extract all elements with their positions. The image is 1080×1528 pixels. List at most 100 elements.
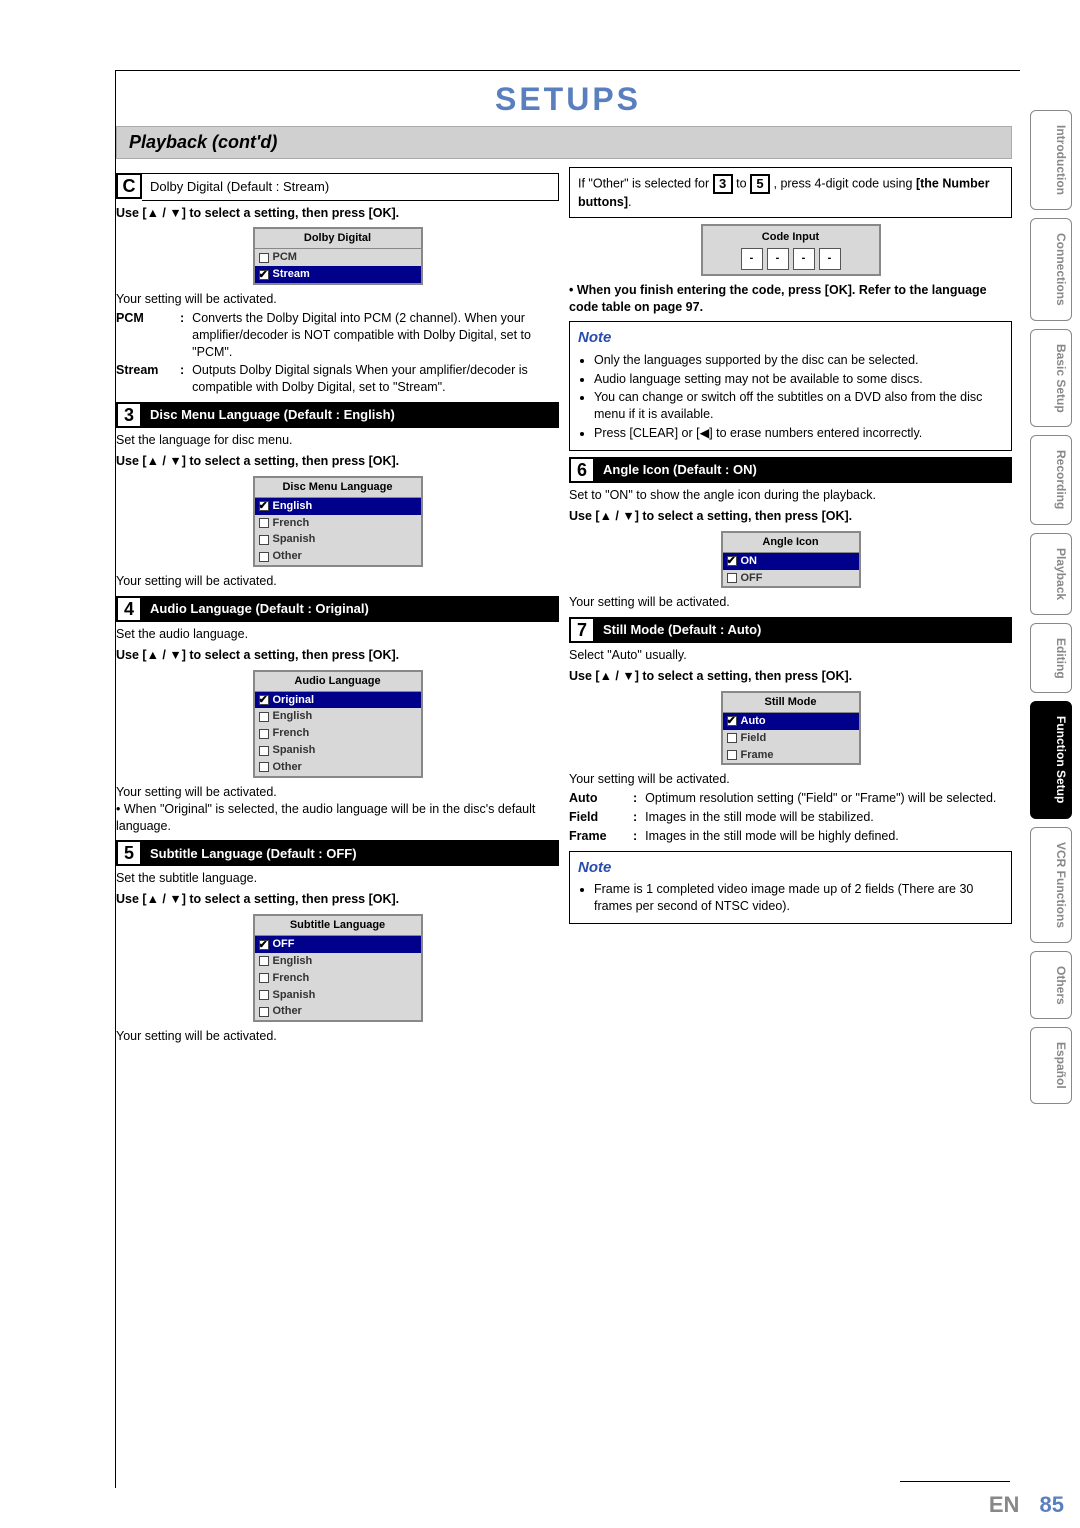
- tab-introduction[interactable]: Introduction: [1030, 110, 1072, 210]
- other-text-c: , press 4-digit code using: [774, 176, 916, 190]
- code-cell-2[interactable]: -: [767, 248, 789, 270]
- def-auto-term: Auto: [569, 790, 625, 807]
- code-cell-3[interactable]: -: [793, 248, 815, 270]
- footer-line: [900, 1481, 1010, 1482]
- note-2-list: Frame is 1 completed video image made up…: [578, 881, 1003, 915]
- angle-off-label: OFF: [741, 571, 763, 586]
- step-5-row: 5 Subtitle Language (Default : OFF): [116, 840, 559, 866]
- discmenu-menu: Disc Menu Language English French Spanis…: [253, 476, 423, 567]
- still-auto-label: Auto: [741, 714, 766, 729]
- audiolang-original-label: Original: [273, 693, 315, 708]
- still-frame[interactable]: Frame: [723, 747, 859, 764]
- tab-vcr-functions[interactable]: VCR Functions: [1030, 827, 1072, 943]
- step-4-bullet-text: When "Original" is selected, the audio l…: [116, 802, 535, 833]
- audiolang-english[interactable]: English: [255, 708, 421, 725]
- step-3-instruction: Use [▲ / ▼] to select a setting, then pr…: [116, 453, 559, 470]
- footer-page: 85: [1040, 1492, 1064, 1517]
- step-6-lead: Set to "ON" to show the angle icon durin…: [569, 487, 1012, 504]
- discmenu-english[interactable]: English: [255, 498, 421, 515]
- tab-recording[interactable]: Recording: [1030, 435, 1072, 524]
- step-3-box: 3: [116, 402, 142, 428]
- still-field-label: Field: [741, 731, 767, 746]
- still-field[interactable]: Field: [723, 730, 859, 747]
- inline-box-5: 5: [750, 174, 770, 194]
- finish-text: • When you finish entering the code, pre…: [569, 282, 1012, 316]
- page-frame: SETUPS Playback (cont'd) C Dolby Digital…: [115, 70, 1020, 1488]
- tab-connections[interactable]: Connections: [1030, 218, 1072, 321]
- page-title: SETUPS: [116, 81, 1020, 118]
- discmenu-spanish[interactable]: Spanish: [255, 531, 421, 548]
- note-box-2: Note Frame is 1 completed video image ma…: [569, 851, 1012, 924]
- angle-off[interactable]: OFF: [723, 570, 859, 587]
- def-pcm: PCM:Converts the Dolby Digital into PCM …: [116, 310, 559, 361]
- step-4-bullet: • When "Original" is selected, the audio…: [116, 801, 559, 835]
- discmenu-other-label: Other: [273, 549, 302, 564]
- tab-editing[interactable]: Editing: [1030, 623, 1072, 694]
- audiolang-french[interactable]: French: [255, 725, 421, 742]
- tab-playback[interactable]: Playback: [1030, 533, 1072, 615]
- step-7-activated: Your setting will be activated.: [569, 771, 1012, 788]
- note-1-item-4: Press [CLEAR] or [◀] to erase numbers en…: [594, 425, 1003, 442]
- step-4-box: 4: [116, 596, 142, 622]
- note-box-1: Note Only the languages supported by the…: [569, 321, 1012, 451]
- tab-basic-setup[interactable]: Basic Setup: [1030, 329, 1072, 428]
- tab-others[interactable]: Others: [1030, 951, 1072, 1020]
- note-1-item-3: You can change or switch off the subtitl…: [594, 389, 1003, 423]
- step-7-instruction: Use [▲ / ▼] to select a setting, then pr…: [569, 668, 1012, 685]
- code-cells: - - - -: [707, 248, 875, 270]
- subtitle-other[interactable]: Other: [255, 1003, 421, 1020]
- audiolang-spanish-label: Spanish: [273, 743, 316, 758]
- audiolang-menu: Audio Language Original English French S…: [253, 670, 423, 778]
- angle-on-label: ON: [741, 554, 758, 569]
- def-frame: Frame:Images in the still mode will be h…: [569, 828, 1012, 845]
- step-c-activated: Your setting will be activated.: [116, 291, 559, 308]
- other-code-box: If "Other" is selected for 3 to 5 , pres…: [569, 167, 1012, 218]
- tab-espanol[interactable]: Español: [1030, 1027, 1072, 1104]
- step-4-activated: Your setting will be activated.: [116, 784, 559, 801]
- discmenu-other[interactable]: Other: [255, 548, 421, 565]
- dolby-item-stream[interactable]: Stream: [255, 266, 421, 283]
- side-tabs: Introduction Connections Basic Setup Rec…: [1030, 110, 1072, 1104]
- right-column: If "Other" is selected for 3 to 5 , pres…: [569, 167, 1012, 1045]
- subtitle-off[interactable]: OFF: [255, 936, 421, 953]
- step-4-label: Audio Language (Default : Original): [142, 596, 559, 622]
- dolby-menu: Dolby Digital PCM Stream: [253, 227, 423, 285]
- step-6-instruction: Use [▲ / ▼] to select a setting, then pr…: [569, 508, 1012, 525]
- subtitle-english[interactable]: English: [255, 953, 421, 970]
- audiolang-title: Audio Language: [255, 672, 421, 692]
- audiolang-other[interactable]: Other: [255, 759, 421, 776]
- footer-lang: EN: [989, 1492, 1020, 1517]
- discmenu-french-label: French: [273, 516, 310, 531]
- def-field: Field:Images in the still mode will be s…: [569, 809, 1012, 826]
- subtitle-spanish-label: Spanish: [273, 988, 316, 1003]
- step-c-box: C: [116, 173, 142, 199]
- code-cell-4[interactable]: -: [819, 248, 841, 270]
- subtitle-french[interactable]: French: [255, 970, 421, 987]
- content-columns: C Dolby Digital (Default : Stream) Use […: [116, 167, 1020, 1045]
- subtitle-other-label: Other: [273, 1004, 302, 1019]
- step-c-row: C Dolby Digital (Default : Stream): [116, 173, 559, 201]
- note-2-item-1: Frame is 1 completed video image made up…: [594, 881, 1003, 915]
- step-6-box: 6: [569, 457, 595, 483]
- code-input-title: Code Input: [707, 230, 875, 245]
- step-3-lead: Set the language for disc menu.: [116, 432, 559, 449]
- still-title: Still Mode: [723, 693, 859, 713]
- code-cell-1[interactable]: -: [741, 248, 763, 270]
- def-stream-term: Stream: [116, 362, 172, 396]
- dolby-item-stream-label: Stream: [273, 267, 310, 282]
- def-pcm-text: Converts the Dolby Digital into PCM (2 c…: [192, 310, 559, 361]
- still-frame-label: Frame: [741, 748, 774, 763]
- dolby-item-pcm[interactable]: PCM: [255, 249, 421, 266]
- discmenu-french[interactable]: French: [255, 515, 421, 532]
- audiolang-original[interactable]: Original: [255, 692, 421, 709]
- step-c-label: Dolby Digital (Default : Stream): [142, 173, 559, 201]
- subtitle-spanish[interactable]: Spanish: [255, 987, 421, 1004]
- still-auto[interactable]: Auto: [723, 713, 859, 730]
- step-3-label: Disc Menu Language (Default : English): [142, 402, 559, 428]
- tab-function-setup[interactable]: Function Setup: [1030, 701, 1072, 818]
- audiolang-spanish[interactable]: Spanish: [255, 742, 421, 759]
- audiolang-french-label: French: [273, 726, 310, 741]
- angle-menu: Angle Icon ON OFF: [721, 531, 861, 589]
- def-field-text: Images in the still mode will be stabili…: [645, 809, 874, 826]
- angle-on[interactable]: ON: [723, 553, 859, 570]
